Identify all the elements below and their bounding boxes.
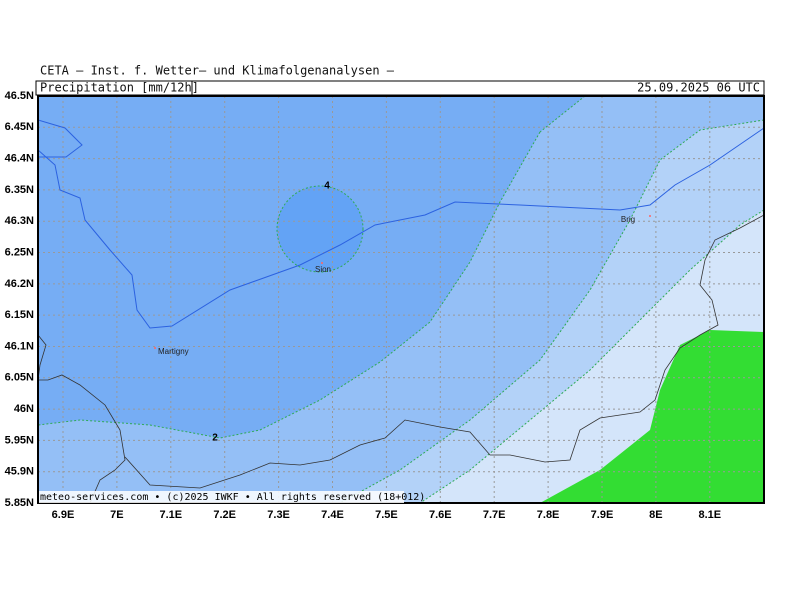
isoline bbox=[419, 209, 764, 503]
y-axis-label: 6.25N bbox=[5, 246, 34, 258]
x-axis-label: 7.6E bbox=[429, 509, 452, 521]
x-axis-label: 7E bbox=[110, 509, 123, 521]
y-axis-label: 45.9N bbox=[5, 466, 34, 478]
precip-level-0 bbox=[540, 330, 764, 503]
y-axis-label: 46.5N bbox=[5, 90, 34, 102]
y-axis-label: 46.4N bbox=[5, 153, 34, 165]
isoline bbox=[38, 96, 586, 439]
isoline bbox=[276, 185, 364, 273]
x-axis-label: 8E bbox=[649, 509, 662, 521]
x-axis-label: 7.5E bbox=[375, 509, 398, 521]
y-axis-label: 5.85N bbox=[5, 497, 34, 509]
y-axis-label: 6.15N bbox=[5, 309, 34, 321]
x-axis-label: 7.9E bbox=[591, 509, 614, 521]
source-title: CETA — Inst. f. Wetter— und Klimafolgena… bbox=[40, 64, 395, 78]
map-area bbox=[38, 96, 764, 503]
contour-label: 2 bbox=[212, 433, 218, 444]
x-axis-label: 7.7E bbox=[483, 509, 506, 521]
place-label: Sion bbox=[315, 265, 331, 274]
place-marker bbox=[321, 262, 323, 264]
place-label: Martigny bbox=[158, 347, 189, 356]
x-axis-label: 6.9E bbox=[52, 509, 75, 521]
place-marker bbox=[649, 215, 651, 217]
x-axis-label: 8.1E bbox=[698, 509, 721, 521]
river bbox=[38, 119, 764, 329]
graticule bbox=[38, 96, 764, 503]
place-label: Brig bbox=[621, 215, 635, 224]
border bbox=[38, 214, 764, 503]
y-axis-label: 46.2N bbox=[5, 278, 34, 290]
y-axis-label: 6.05N bbox=[5, 372, 34, 384]
footer: meteo-services.com • (c)2025 IWKF • All … bbox=[40, 492, 425, 503]
map-title: Precipitation [mm/12h] bbox=[40, 81, 199, 95]
y-axis-label: 6.35N bbox=[5, 184, 34, 196]
precip-max-cell bbox=[277, 186, 363, 272]
y-axis-label: 46.3N bbox=[5, 215, 34, 227]
x-axis-label: 7.1E bbox=[159, 509, 182, 521]
x-axis-label: 7.4E bbox=[321, 509, 344, 521]
y-axis-label: 6.45N bbox=[5, 121, 34, 133]
footer-bg bbox=[39, 491, 404, 503]
place-marker bbox=[154, 347, 156, 349]
valid-time: 25.09.2025 06 UTC bbox=[637, 81, 760, 95]
y-axis-label: 46.1N bbox=[5, 340, 34, 352]
x-axis-label: 7.8E bbox=[537, 509, 560, 521]
y-axis-label: 5.95N bbox=[5, 434, 34, 446]
contour-label: 4 bbox=[324, 181, 330, 192]
x-axis-label: 7.2E bbox=[213, 509, 236, 521]
x-axis-label: 7.3E bbox=[267, 509, 290, 521]
isoline bbox=[339, 119, 764, 503]
y-axis-label: 46N bbox=[14, 403, 34, 415]
